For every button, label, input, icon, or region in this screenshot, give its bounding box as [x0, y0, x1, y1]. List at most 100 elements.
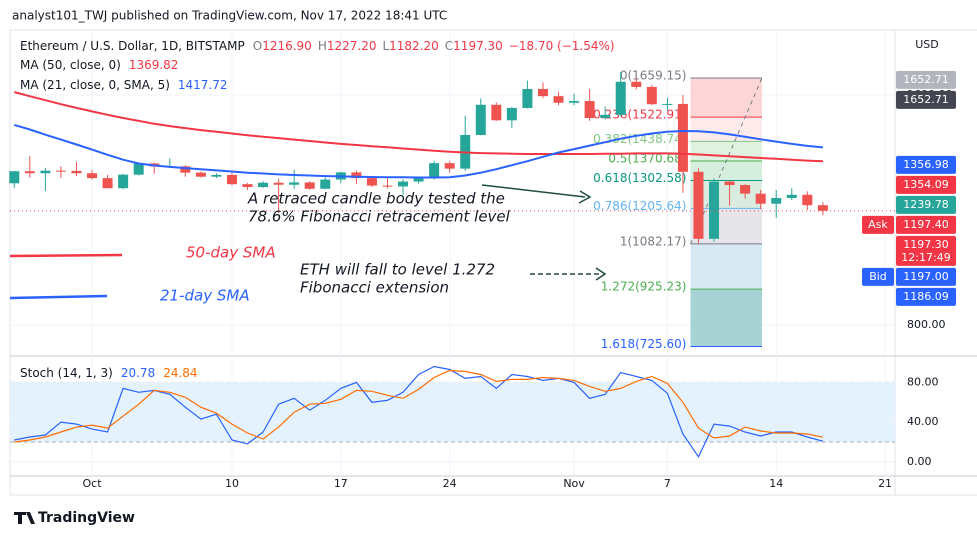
candle-body [709, 181, 720, 239]
annotation: 21-day SMA [160, 287, 250, 305]
tag: Bid [869, 270, 887, 283]
candle-body [366, 178, 377, 186]
fib-label: 0.618(1302.58) [593, 171, 686, 185]
legend-stoch: Stoch (14, 1, 3) 20.78 24.84 [20, 366, 198, 380]
fib-label: 0(1659.15) [620, 68, 687, 82]
candle-body [413, 177, 424, 182]
header-title: analyst101_TWJ published on TradingView.… [12, 9, 447, 23]
candle-body [289, 182, 300, 185]
stoch-line [14, 369, 824, 443]
symbol: Ethereum / U.S. Dollar, 1D, BITSTAMP [20, 39, 245, 53]
legend-symbol: Ethereum / U.S. Dollar, 1D, BITSTAMP O121… [20, 39, 615, 53]
legend-line [9, 253, 123, 258]
x-tick-label: Oct [83, 477, 103, 490]
stoch-line [14, 365, 824, 459]
candle-body [71, 170, 82, 174]
price-label-box [896, 195, 956, 214]
fib-zone [690, 289, 762, 347]
candle-body [537, 88, 548, 97]
candle-body [211, 174, 222, 177]
tag-box [862, 215, 894, 234]
candle-body [9, 171, 20, 184]
price-label-box [896, 215, 956, 234]
candle-body [615, 81, 626, 115]
candle-body [273, 182, 284, 185]
change: −18.70 (−1.54%) [509, 39, 615, 53]
candle-body [646, 86, 657, 105]
ohlc-value: 1197.30 [453, 39, 503, 53]
labels: 800.001600.00Oct101724Nov714210.0040.008… [83, 70, 956, 490]
candle-body [584, 101, 595, 119]
annotation: 50-day SMA [186, 244, 276, 262]
annotation: A retraced candle body tested the [247, 190, 505, 208]
x-tick-label: 10 [225, 477, 239, 490]
candle-body [40, 170, 51, 174]
candle-body [429, 163, 440, 178]
fib-label: 1(1082.17) [620, 234, 687, 248]
y-tick-label: 80.00 [907, 375, 939, 388]
ma-line [14, 123, 823, 179]
annotation: 78.6% Fibonacci retracement level [248, 208, 511, 226]
legend-name: Stoch (14, 1, 3) [20, 366, 113, 380]
x-tick-label: 17 [334, 477, 348, 490]
price-label: 1356.98 [903, 158, 949, 171]
candle-body [506, 107, 517, 121]
tag-box [862, 267, 894, 286]
candle-body [755, 193, 766, 204]
legend-value: 1369.82 [129, 58, 179, 72]
price-label: 1197.00 [903, 270, 949, 283]
candle-body [242, 184, 253, 188]
candle-body [631, 81, 642, 87]
candle-body [102, 178, 113, 189]
y-tick-label: 0.00 [907, 455, 932, 468]
ohlc-key: L [382, 39, 389, 53]
candle-body [304, 182, 315, 189]
y-tick-label: 40.00 [907, 415, 939, 428]
ohlc-key: C [445, 39, 453, 53]
candle-body [226, 174, 237, 185]
candle-body [771, 197, 782, 204]
price-label-box [896, 267, 956, 286]
x-tick-label: 21 [878, 477, 892, 490]
fib-zone [690, 160, 762, 181]
candle-body [398, 181, 409, 187]
price-label-box [896, 90, 956, 109]
candle-body [569, 101, 580, 103]
candle-body [786, 194, 797, 198]
candle-body [802, 194, 813, 206]
y-tick-label: 800.00 [907, 318, 946, 331]
legend-name: MA (21, close, 0, SMA, 5) [20, 78, 170, 92]
fib-label: 1.272(925.23) [601, 280, 687, 294]
fib-label: 0.5(1370.68) [608, 151, 686, 165]
candle-body [600, 114, 611, 119]
price-label-box [896, 155, 956, 174]
candle-body [195, 172, 206, 177]
legend-value: 1417.72 [178, 78, 228, 92]
annotation: Fibonacci extension [300, 279, 449, 297]
tag: Ask [868, 218, 888, 231]
candle-body [817, 205, 828, 211]
fib-zone [690, 243, 762, 290]
candle-body [677, 103, 688, 172]
candle-body [180, 166, 191, 173]
price-label: 1239.78 [903, 198, 949, 211]
candle-body [55, 170, 66, 172]
price-label: 1354.09 [903, 178, 949, 191]
ma-line [14, 91, 823, 163]
candle-body [382, 185, 393, 187]
fib-label: 1.618(725.60) [601, 337, 687, 351]
arrow-head [595, 267, 607, 281]
candle-body [320, 179, 331, 189]
legend-line [9, 294, 108, 300]
x-tick-label: 7 [664, 477, 671, 490]
arrow-head [578, 190, 592, 204]
candle-body [740, 185, 751, 194]
currency: USD [915, 38, 939, 51]
ohlc-value: 1182.20 [389, 39, 439, 53]
x-tick-label: Nov [563, 477, 585, 490]
ohlc-value: 1227.20 [327, 39, 377, 53]
ohlc-key: O [253, 39, 262, 53]
legend-value: 20.78 [121, 366, 155, 380]
